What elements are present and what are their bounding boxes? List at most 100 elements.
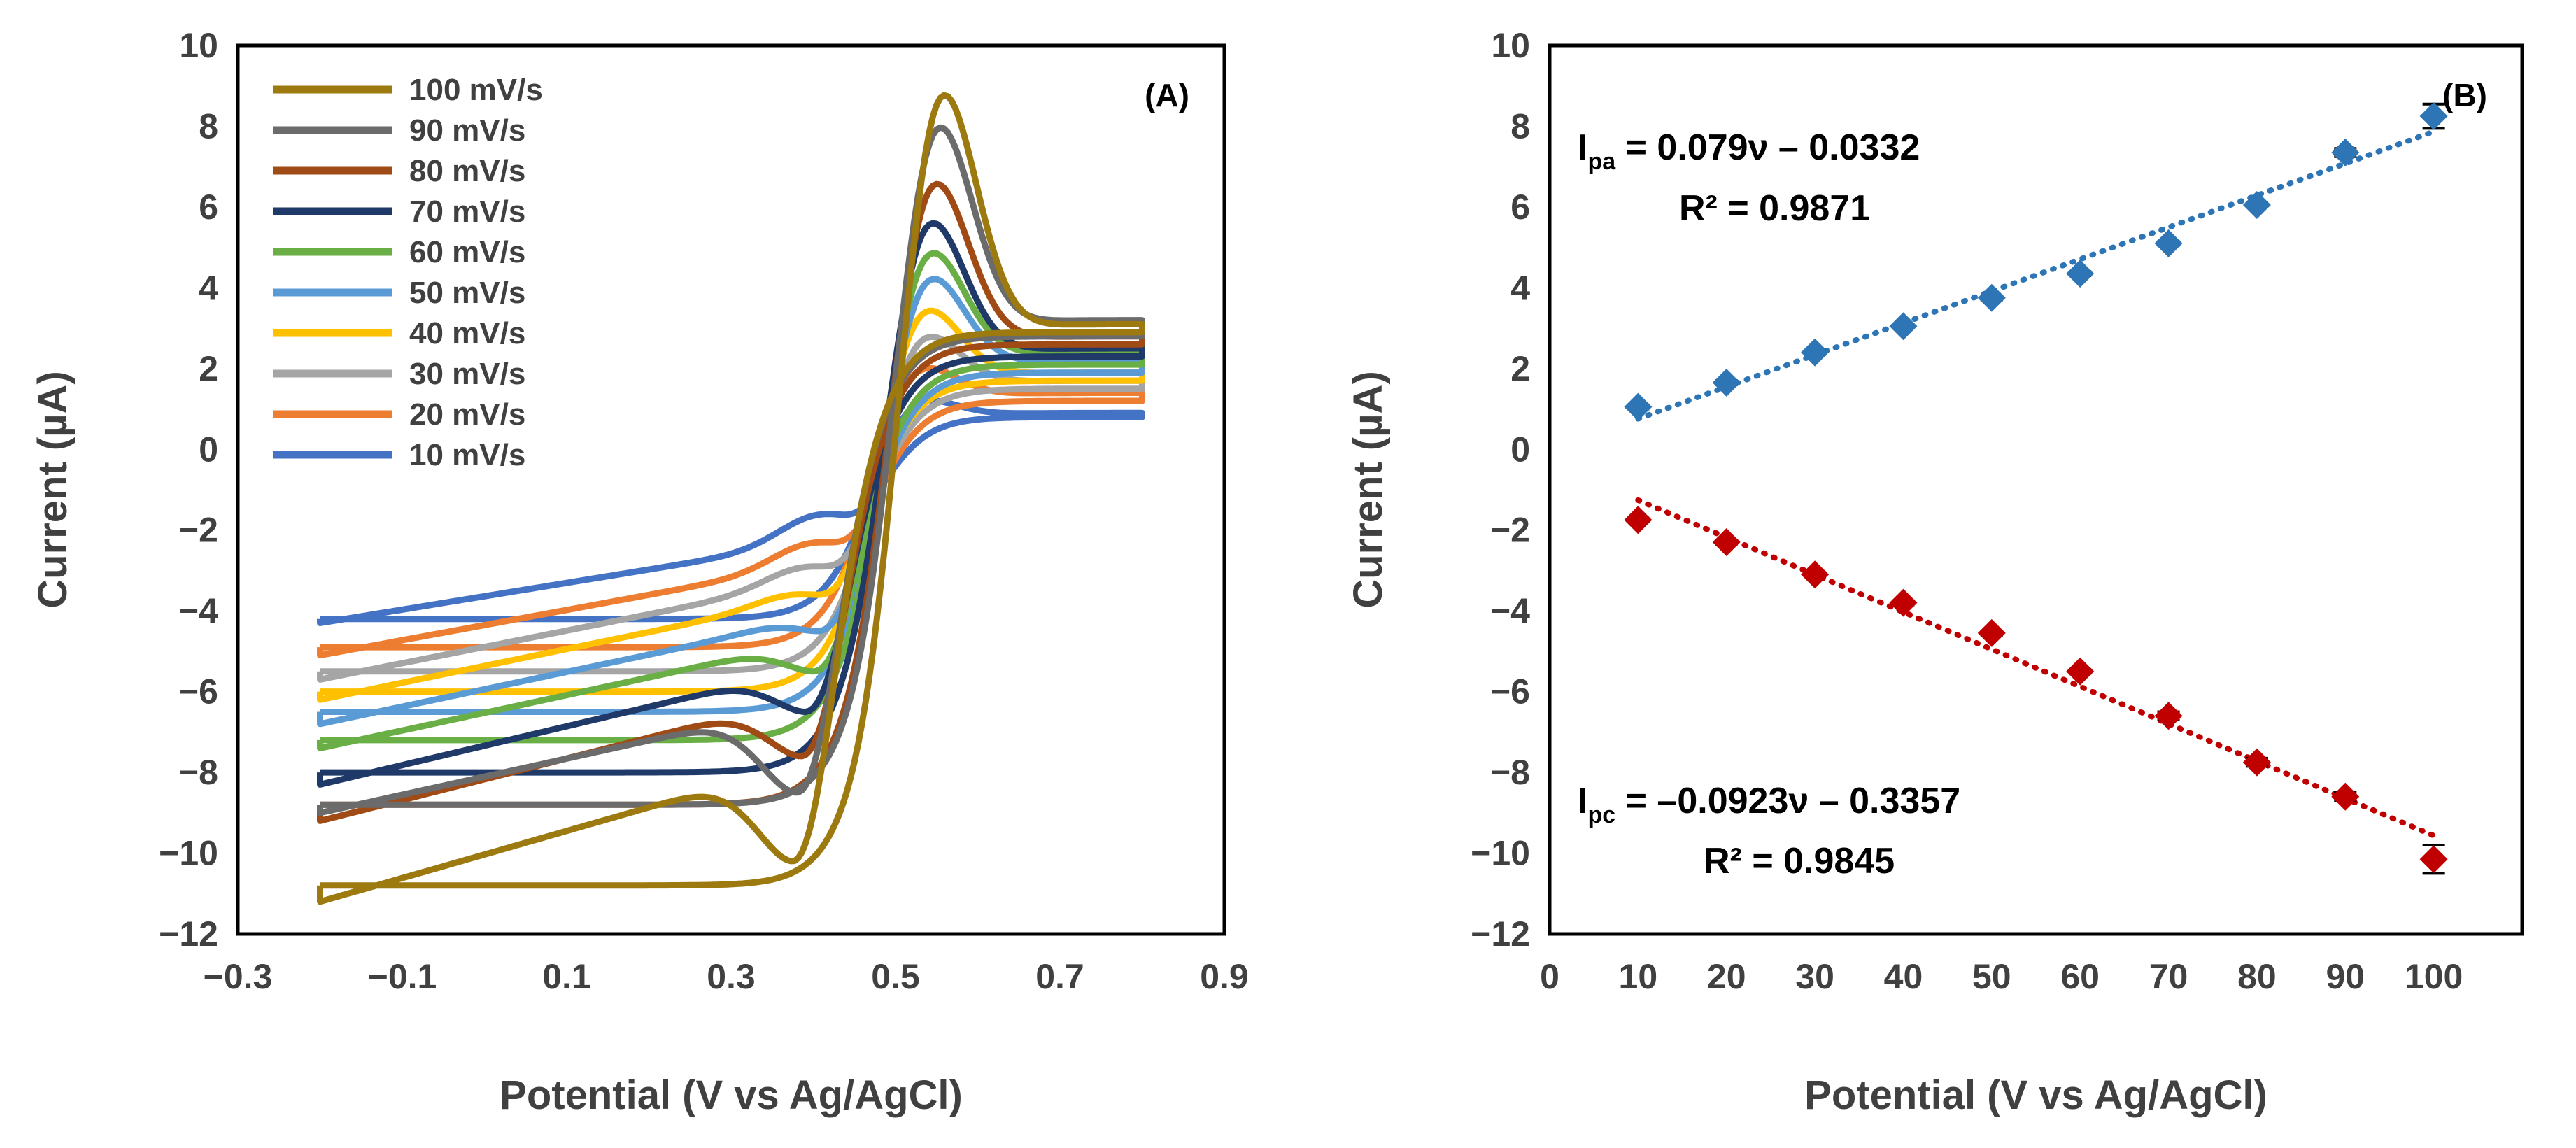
data-point-ipa bbox=[2242, 191, 2271, 220]
legend-label: 50 mV/s bbox=[409, 276, 525, 310]
data-point-ipa bbox=[2154, 229, 2183, 257]
panel-a-x-ticks: −0.3 −0.1 0.1 0.3 0.5 0.7 0.9 bbox=[204, 957, 1249, 996]
panel-b-x-axis-title: Potential (V vs Ag/AgCl) bbox=[1804, 1072, 2267, 1118]
data-point-ipa bbox=[2331, 138, 2360, 166]
panel-a-y-tick-label: −8 bbox=[178, 753, 218, 792]
panel-a-y-tick-label: −4 bbox=[178, 591, 218, 630]
panel-b-x-tick-label: 90 bbox=[2326, 957, 2365, 996]
ipa-eq-main: I bbox=[1578, 127, 1587, 168]
panel-a-x-axis-title: Potential (V vs Ag/AgCl) bbox=[500, 1072, 963, 1118]
panel-a-y-tick-label: −12 bbox=[159, 914, 218, 954]
panel-a-x-tick-label: −0.1 bbox=[368, 957, 437, 996]
ipa-r-squared: R² = 0.9871 bbox=[1679, 188, 1870, 229]
ipc-equation: Ipc = –0.0923ν – 0.3357 bbox=[1578, 781, 1960, 828]
panel-b-x-tick-label: 70 bbox=[2149, 957, 2188, 996]
panel-b-y-tick-label: −6 bbox=[1490, 672, 1530, 711]
panel-b-chart: 0 10 20 30 40 50 60 70 80 90 100 −12 −10 −8 −6 −4 −2 0 2 4… bbox=[1345, 26, 2524, 1118]
panel-b-x-tick-label: 20 bbox=[1707, 957, 1746, 996]
data-point-ipc bbox=[1977, 618, 2006, 647]
legend-label: 70 mV/s bbox=[409, 194, 525, 229]
cv-curve-90mvs bbox=[317, 124, 1145, 816]
panel-a-x-tick-label: 0.5 bbox=[871, 957, 920, 996]
data-point-ipa bbox=[1977, 283, 2006, 312]
cv-curve-50mvs bbox=[317, 276, 1145, 728]
legend-label: 90 mV/s bbox=[409, 113, 525, 148]
data-point-ipc bbox=[2419, 845, 2448, 874]
panel-b-x-tick-label: 30 bbox=[1795, 957, 1834, 996]
data-point-ipc bbox=[1712, 528, 1741, 557]
data-point-ipa bbox=[1889, 312, 1918, 341]
panel-a-x-tick-label: 0.9 bbox=[1200, 957, 1249, 996]
panel-a-x-tick-label: 0.7 bbox=[1035, 957, 1084, 996]
cv-curve-10mvs bbox=[317, 397, 1145, 626]
legend-label: 80 mV/s bbox=[409, 154, 525, 188]
cv-curve-20mvs bbox=[317, 364, 1145, 659]
panel-a-y-tick-label: −6 bbox=[178, 672, 218, 711]
panel-b-y-tick-label: −2 bbox=[1490, 511, 1530, 550]
panel-b-y-tick-label: 8 bbox=[1510, 106, 1530, 146]
panel-a-legend: 100 mV/s 90 mV/s 80 mV/s 70 mV/s 60 mV/s 50 m… bbox=[273, 73, 543, 472]
ipa-equation: Ipa = 0.079ν – 0.0332 bbox=[1578, 127, 1920, 175]
panel-b-x-tick-label: 60 bbox=[2060, 957, 2100, 996]
panel-b-trendlines bbox=[1635, 129, 2437, 839]
panel-b-y-tick-label: 4 bbox=[1510, 268, 1530, 307]
panel-a-x-tick-label: 0.1 bbox=[542, 957, 591, 996]
data-point-ipc bbox=[2331, 782, 2360, 811]
cv-curve-60mvs bbox=[317, 250, 1145, 751]
legend-label: 20 mV/s bbox=[409, 397, 525, 432]
panel-b-y-tick-label: 2 bbox=[1510, 349, 1530, 388]
data-point-ipc bbox=[2066, 657, 2095, 686]
ipa-eq-rest: = 0.079ν – 0.0332 bbox=[1615, 127, 1920, 168]
panel-a-y-tick-label: 4 bbox=[199, 268, 218, 307]
data-point-ipc bbox=[1801, 560, 1830, 589]
cv-curve-100mvs bbox=[317, 92, 1145, 905]
panel-b-x-tick-label: 10 bbox=[1619, 957, 1658, 996]
ipa-eq-sub: pa bbox=[1587, 148, 1616, 175]
panel-a-y-tick-label: −10 bbox=[159, 834, 218, 873]
ipc-eq-rest: = –0.0923ν – 0.3357 bbox=[1615, 781, 1960, 821]
data-point-ipc bbox=[2154, 702, 2183, 730]
cv-curve-30mvs bbox=[317, 333, 1145, 683]
panel-b-points bbox=[1624, 102, 2448, 875]
data-point-ipa bbox=[1712, 369, 1741, 397]
legend-label: 100 mV/s bbox=[409, 73, 543, 107]
legend-label: 40 mV/s bbox=[409, 316, 525, 350]
panel-a-plot-area bbox=[236, 43, 1226, 936]
cv-curve-70mvs bbox=[317, 220, 1145, 788]
panel-b-y-tick-label: −12 bbox=[1471, 914, 1530, 954]
panel-a-curves bbox=[317, 92, 1145, 905]
data-point-ipa bbox=[2419, 102, 2448, 131]
ipc-eq-main: I bbox=[1578, 781, 1587, 821]
panel-b-label: (B) bbox=[2442, 77, 2487, 113]
panel-a-y-axis-title: Current (µA) bbox=[30, 371, 76, 609]
panel-b-y-axis-title: Current (µA) bbox=[1345, 371, 1391, 609]
panel-a-y-tick-label: 10 bbox=[179, 26, 218, 65]
data-point-ipa bbox=[1801, 338, 1830, 367]
panel-b-y-tick-label: 10 bbox=[1491, 26, 1530, 65]
legend-label: 10 mV/s bbox=[409, 438, 525, 472]
panel-b-y-tick-label: 6 bbox=[1510, 187, 1530, 227]
trendline-ipa bbox=[1635, 129, 2437, 422]
panel-b-x-tick-label: 80 bbox=[2237, 957, 2277, 996]
panel-a-y-tick-label: 2 bbox=[199, 349, 218, 388]
data-point-ipc bbox=[2242, 748, 2271, 777]
panel-a-chart: −0.3 −0.1 0.1 0.3 0.5 0.7 0.9 −12 −10 −8 −6 −4 −2 0 2… bbox=[30, 26, 1249, 1118]
panel-b-y-tick-label: −4 bbox=[1490, 591, 1530, 630]
data-point-ipa bbox=[1624, 392, 1653, 421]
ipc-r-squared: R² = 0.9845 bbox=[1704, 841, 1895, 881]
data-point-ipa bbox=[2066, 260, 2095, 288]
panel-a-y-tick-label: 0 bbox=[199, 430, 218, 469]
data-point-ipc bbox=[1624, 506, 1653, 534]
data-point-ipc bbox=[1889, 588, 1918, 617]
panel-b-y-tick-label: 0 bbox=[1510, 430, 1530, 469]
trendline-ipc bbox=[1635, 497, 2437, 839]
panel-b-x-tick-label: 100 bbox=[2405, 957, 2463, 996]
panel-a-y-tick-label: −2 bbox=[178, 511, 218, 550]
panel-b-x-tick-label: 40 bbox=[1884, 957, 1923, 996]
panel-b-x-ticks: 0 10 20 30 40 50 60 70 80 90 100 bbox=[1540, 957, 2463, 996]
panel-b-x-tick-label: 50 bbox=[1972, 957, 2011, 996]
panel-a-y-tick-label: 6 bbox=[199, 187, 218, 227]
panel-b-y-tick-label: −10 bbox=[1471, 834, 1530, 873]
panel-b-x-tick-label: 0 bbox=[1540, 957, 1559, 996]
